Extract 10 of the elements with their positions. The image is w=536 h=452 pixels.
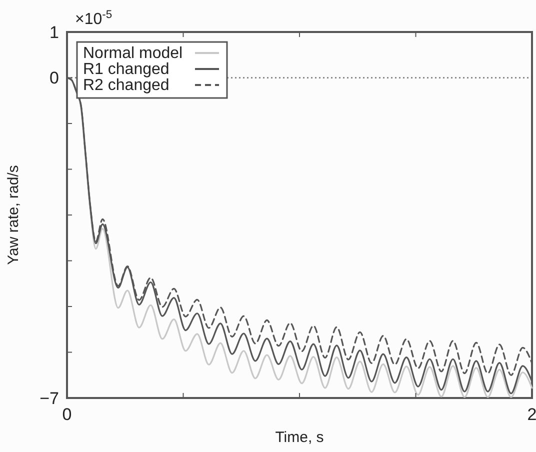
y-axis-title: Yaw rate, rad/s xyxy=(5,165,22,265)
legend-label: R1 changed xyxy=(83,61,170,78)
x-tick-label: 2 xyxy=(527,405,536,424)
legend-label: R2 changed xyxy=(83,77,170,94)
y-tick-label: 0 xyxy=(50,68,59,88)
y-tick-label: 1 xyxy=(50,22,59,42)
text: ×10$^{-5}$ xyxy=(75,9,112,28)
legend-label: Normal model xyxy=(83,45,183,62)
y-tick-label: −7 xyxy=(40,388,59,408)
x-axis-title: Time, s xyxy=(275,429,324,446)
